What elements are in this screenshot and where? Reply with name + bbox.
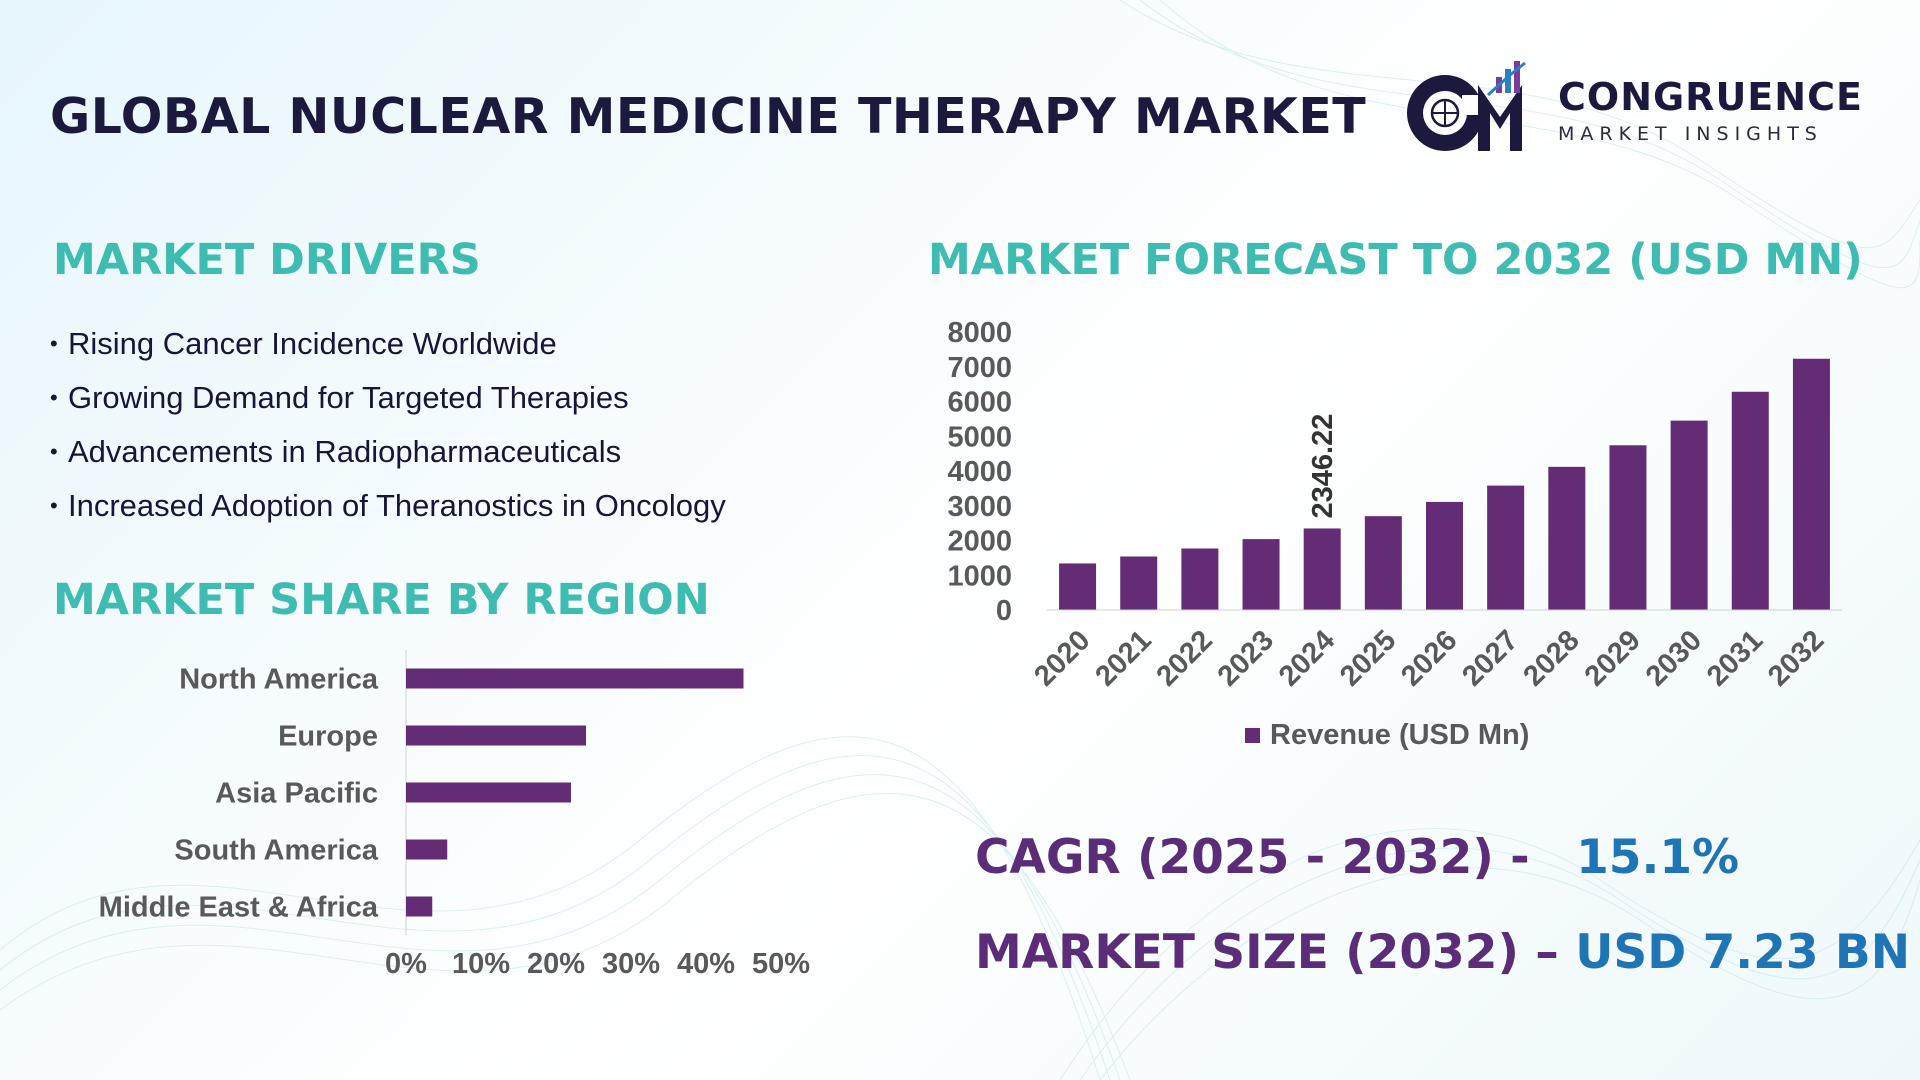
region-category-label: Asia Pacific: [215, 778, 378, 810]
driver-item: • Advancements in Radiopharmaceuticals: [50, 434, 622, 469]
driver-item: • Growing Demand for Targeted Therapies: [50, 380, 629, 415]
forecast-x-tick-label: 2023: [1212, 624, 1280, 692]
forecast-x-tick-label: 2020: [1028, 624, 1096, 692]
forecast-x-tick-label: 2025: [1334, 624, 1402, 692]
region-x-tick-label: 10%: [452, 948, 510, 980]
forecast-bar: [1670, 420, 1708, 610]
forecast-x-tick-label: 2024: [1273, 624, 1341, 692]
region-bar: [406, 782, 571, 803]
forecast-y-tick-label: 1000: [947, 560, 1012, 592]
logo-name: CONGRUENCE: [1558, 75, 1863, 119]
forecast-chart: 0100020003000400050006000700080002020202…: [947, 317, 1842, 751]
region-x-tick-label: 50%: [752, 948, 810, 980]
region-category-label: North America: [179, 664, 379, 696]
company-logo: CONGRUENCE MARKET INSIGHTS: [1400, 55, 1880, 160]
cagr-kpi: CAGR (2025 - 2032) - 15.1%: [975, 830, 1739, 885]
region-bar: [406, 668, 744, 689]
forecast-x-tick-label: 2032: [1762, 624, 1830, 692]
region-category-label: Europe: [278, 721, 378, 753]
driver-item: • Increased Adoption of Theranostics in O…: [50, 488, 726, 523]
region-x-tick-label: 30%: [602, 948, 660, 980]
drivers-heading: MARKET DRIVERS: [53, 235, 481, 285]
forecast-y-tick-label: 3000: [947, 491, 1012, 523]
forecast-x-tick-label: 2028: [1518, 624, 1586, 692]
cagr-label: CAGR (2025 - 2032) -: [975, 830, 1530, 885]
forecast-bar: [1242, 539, 1280, 610]
forecast-y-tick-label: 4000: [947, 456, 1012, 488]
forecast-data-label: 2346.22: [1307, 414, 1339, 519]
logo-mark-icon: [1407, 61, 1526, 151]
market-size-value: USD 7.23 BN: [1575, 925, 1911, 980]
region-x-tick-label: 40%: [677, 948, 735, 980]
forecast-x-tick-label: 2027: [1456, 624, 1524, 692]
region-category-label: South America: [174, 835, 378, 867]
region-heading: MARKET SHARE BY REGION: [53, 575, 710, 625]
region-x-tick-label: 0%: [385, 948, 427, 980]
forecast-x-tick-label: 2026: [1395, 624, 1463, 692]
forecast-bar: [1731, 391, 1769, 610]
forecast-bar: [1487, 485, 1525, 610]
logo-subtitle: MARKET INSIGHTS: [1558, 123, 1823, 145]
forecast-x-tick-label: 2021: [1089, 624, 1157, 692]
region-bar: [406, 839, 448, 860]
drivers-list: • Rising Cancer Incidence Worldwide • Grow…: [50, 322, 726, 538]
forecast-y-tick-label: 6000: [947, 387, 1012, 419]
region-x-tick-label: 20%: [527, 948, 585, 980]
legend-label: Revenue (USD Mn): [1270, 719, 1529, 751]
forecast-bar: [1609, 445, 1647, 610]
region-bar: [406, 725, 586, 746]
region-category-label: Middle East & Africa: [99, 892, 379, 924]
page-title: GLOBAL NUCLEAR MEDICINE THERAPY MARKET: [50, 88, 1367, 145]
forecast-bar: [1059, 563, 1097, 610]
forecast-y-tick-label: 8000: [947, 317, 1012, 349]
region-share-chart: North America Europe Asia Pacific South Ame…: [99, 650, 810, 980]
forecast-x-tick-label: 2030: [1640, 624, 1708, 692]
forecast-y-tick-label: 5000: [947, 421, 1012, 453]
forecast-y-tick-label: 2000: [947, 526, 1012, 558]
forecast-bar: [1426, 501, 1463, 610]
region-bar: [406, 896, 433, 917]
legend-swatch: [1245, 728, 1260, 743]
forecast-x-tick-label: 2029: [1579, 624, 1647, 692]
forecast-bar: [1181, 548, 1219, 610]
forecast-x-tick-label: 2022: [1151, 624, 1219, 692]
forecast-bar: [1120, 556, 1158, 610]
forecast-bar: [1303, 528, 1341, 610]
forecast-bar: [1364, 516, 1402, 610]
forecast-bar: [1548, 466, 1586, 610]
cagr-value: 15.1%: [1576, 830, 1740, 885]
market-size-kpi: MARKET SIZE (2032) – USD 7.23 BN: [975, 925, 1910, 980]
forecast-heading: MARKET FORECAST TO 2032 (USD MN): [928, 235, 1863, 285]
forecast-bar: [1792, 358, 1830, 610]
forecast-y-tick-label: 0: [996, 595, 1012, 627]
forecast-y-tick-label: 7000: [947, 352, 1012, 384]
driver-item: • Rising Cancer Incidence Worldwide: [50, 326, 557, 361]
forecast-x-tick-label: 2031: [1701, 624, 1769, 692]
market-size-label: MARKET SIZE (2032) –: [975, 925, 1559, 980]
